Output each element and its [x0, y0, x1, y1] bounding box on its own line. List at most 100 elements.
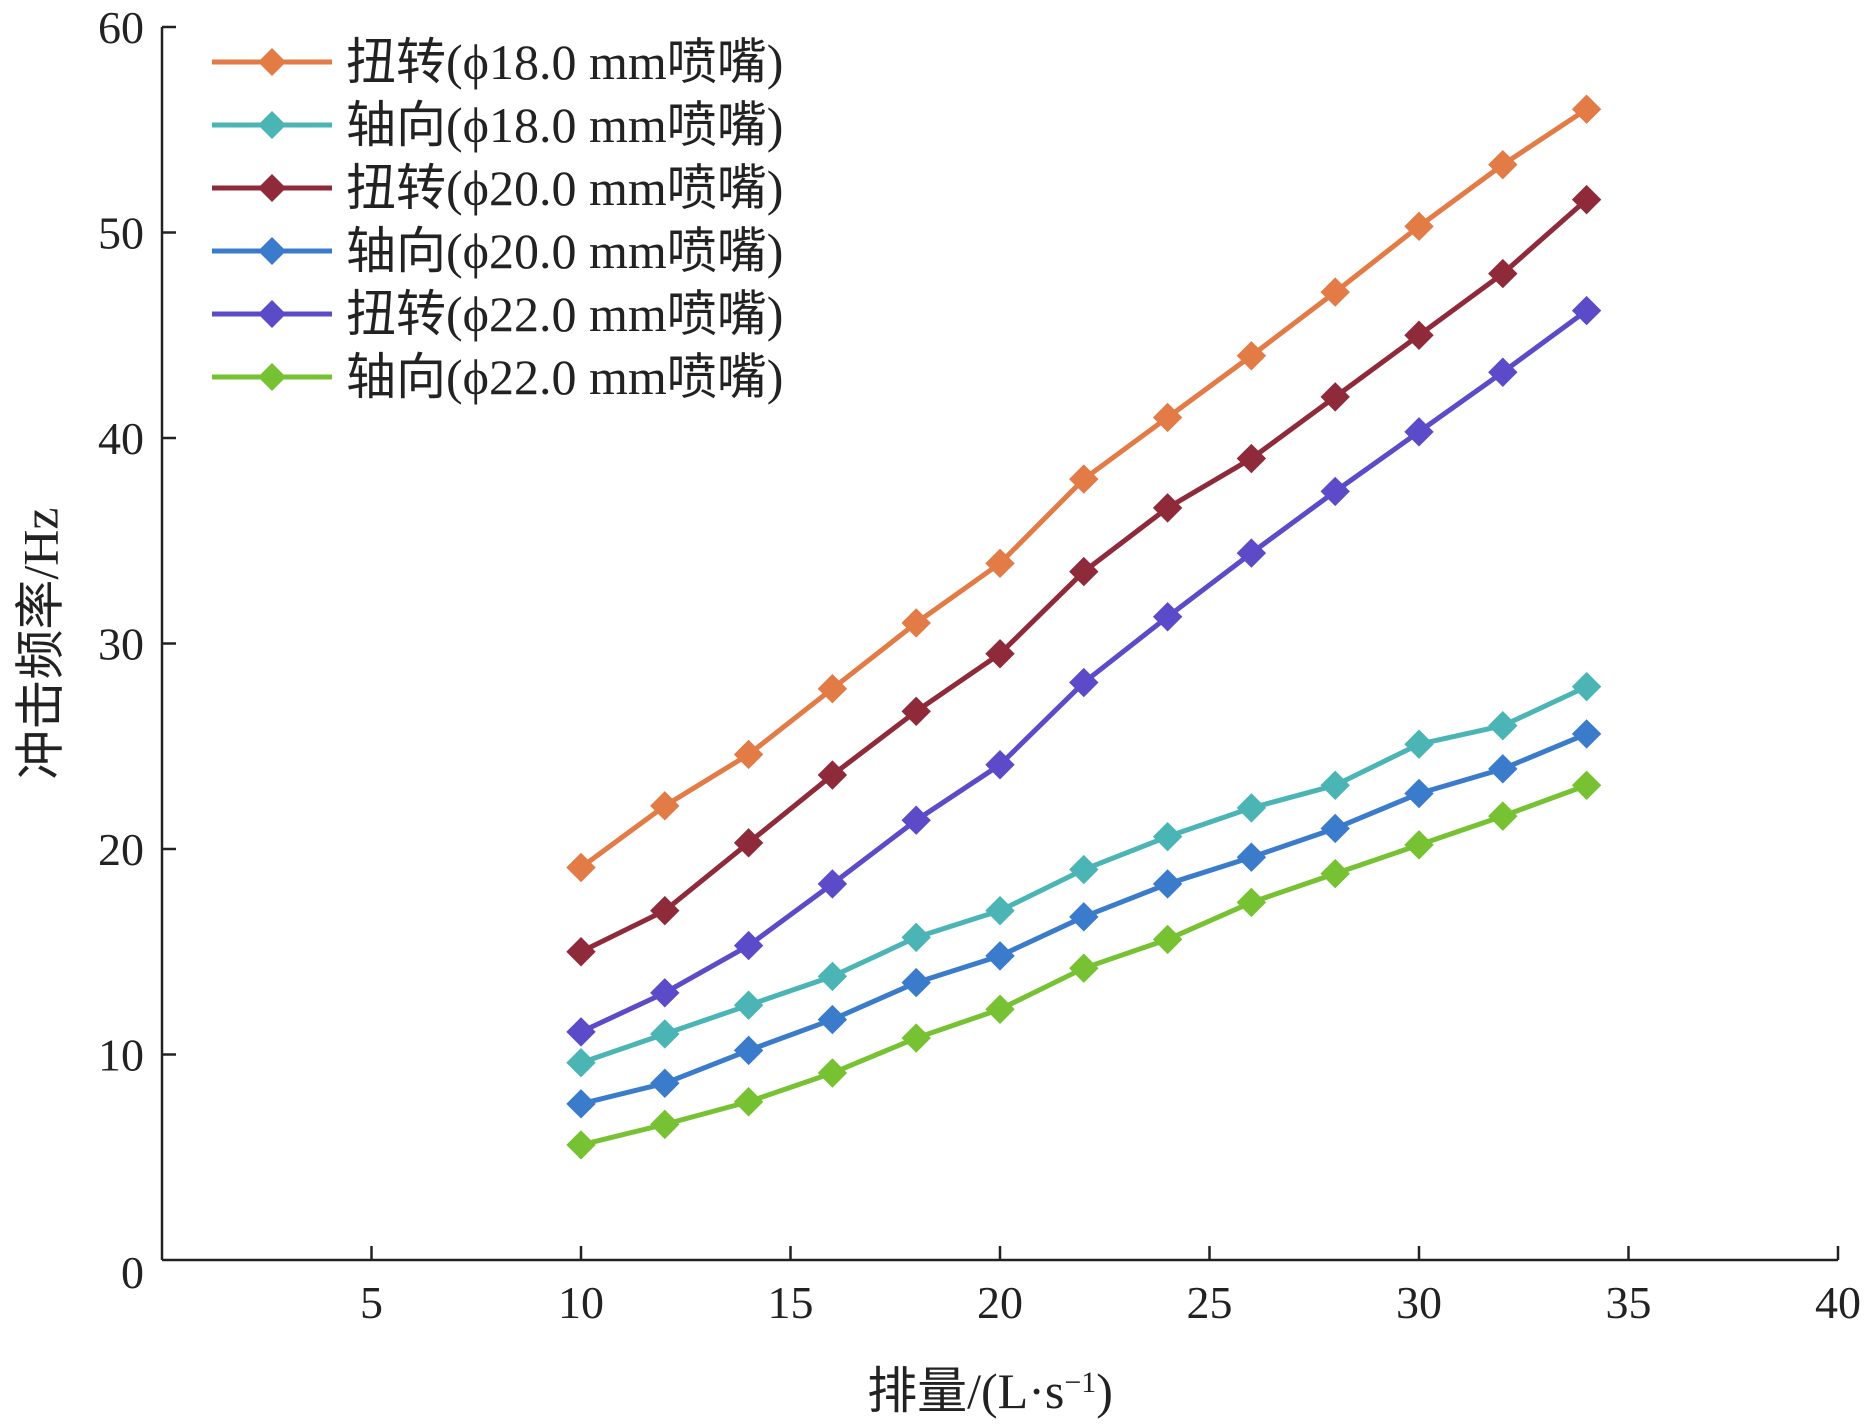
data-point [1571, 94, 1602, 124]
x-tick-label: 30 [1396, 1277, 1442, 1328]
series-5 [566, 295, 1602, 1047]
data-point [566, 1017, 596, 1047]
data-point [1571, 719, 1602, 749]
data-point [1488, 149, 1518, 180]
series-layer [566, 94, 1602, 1160]
data-point [1236, 341, 1267, 371]
data-point [566, 1130, 596, 1160]
x-axis-title-end: ) [1096, 1363, 1113, 1419]
data-point [1404, 320, 1434, 350]
data-point [901, 922, 931, 953]
data-point [817, 1058, 848, 1088]
data-point [901, 1023, 931, 1053]
series-6 [566, 770, 1602, 1160]
legend-label: 扭转(ϕ20.0 mm喷嘴) [346, 160, 783, 216]
x-tick-label: 40 [1815, 1277, 1861, 1328]
data-point [817, 1004, 848, 1035]
legend-marker [258, 237, 286, 265]
data-point [1488, 801, 1518, 831]
data-point [1069, 667, 1099, 698]
data-point [985, 941, 1015, 971]
data-point [1152, 821, 1183, 852]
data-point [650, 978, 680, 1008]
legend-marker [258, 48, 286, 76]
data-point [1236, 538, 1267, 568]
data-point [1404, 778, 1434, 809]
y-tick-label: 20 [98, 824, 144, 875]
series-4 [566, 719, 1602, 1119]
data-point [650, 895, 680, 926]
data-point [1236, 793, 1267, 823]
data-point [1069, 902, 1099, 932]
legend-label: 轴向(ϕ20.0 mm喷嘴) [346, 223, 783, 279]
series-1 [566, 94, 1602, 883]
x-tick-label: 15 [768, 1277, 814, 1328]
data-point [985, 895, 1015, 926]
legend-item: 轴向(ϕ18.0 mm喷嘴) [212, 97, 783, 153]
legend-item: 轴向(ϕ22.0 mm喷嘴) [212, 349, 783, 405]
x-tick-label: 35 [1606, 1277, 1652, 1328]
data-point [1152, 402, 1183, 433]
legend-marker [258, 300, 286, 328]
x-axis-title: 排量/(L·s−1) [867, 1363, 1113, 1419]
series-3 [566, 184, 1602, 967]
data-point [817, 760, 848, 790]
x-tick-label: 20 [977, 1277, 1023, 1328]
data-point [733, 930, 764, 961]
legend-item: 轴向(ϕ20.0 mm喷嘴) [212, 223, 783, 279]
data-point [1488, 710, 1518, 741]
data-point [1152, 602, 1183, 632]
data-point [1488, 258, 1518, 289]
data-point [566, 852, 596, 883]
legend-marker [258, 363, 286, 391]
y-tick-label: 60 [98, 2, 144, 53]
data-point [985, 750, 1015, 780]
legend-label: 轴向(ϕ22.0 mm喷嘴) [346, 349, 783, 405]
data-point [1571, 770, 1602, 801]
x-tick-label: 5 [360, 1277, 383, 1328]
data-point [733, 739, 764, 770]
y-tick-label: 10 [98, 1030, 144, 1081]
data-point [733, 1087, 764, 1117]
data-point [650, 1068, 680, 1098]
data-point [985, 994, 1015, 1024]
data-point [1069, 854, 1099, 885]
legend-marker [258, 174, 286, 202]
data-point [1571, 184, 1602, 215]
legend-label: 扭转(ϕ22.0 mm喷嘴) [346, 286, 783, 342]
data-point [985, 639, 1015, 669]
data-point [650, 1019, 680, 1049]
y-ticks: 0 10 20 30 40 50 60 [98, 2, 176, 1298]
series-2 [566, 671, 1602, 1078]
legend-label: 轴向(ϕ18.0 mm喷嘴) [346, 97, 783, 153]
data-point [1236, 887, 1267, 918]
data-point [1320, 770, 1350, 801]
data-point [1152, 869, 1183, 899]
data-point [566, 1089, 596, 1119]
data-point [1069, 556, 1099, 587]
data-point [733, 1035, 764, 1066]
data-point [1320, 382, 1350, 412]
data-point [985, 548, 1015, 579]
data-point [1152, 493, 1183, 523]
data-point [1236, 842, 1267, 872]
data-point [1152, 924, 1183, 955]
data-point [1320, 813, 1350, 844]
data-point [817, 674, 848, 704]
data-point [1320, 858, 1350, 889]
data-point [1571, 295, 1602, 326]
data-point [1320, 476, 1350, 507]
x-axis-title-main: 排量/(L·s [867, 1363, 1064, 1419]
x-tick-label: 10 [558, 1277, 604, 1328]
data-point [733, 990, 764, 1020]
legend-label: 扭转(ϕ18.0 mm喷嘴) [346, 34, 783, 90]
data-point [817, 961, 848, 992]
data-point [1404, 830, 1434, 860]
legend-item: 扭转(ϕ20.0 mm喷嘴) [212, 160, 783, 216]
y-tick-label: 40 [98, 413, 144, 464]
data-point [650, 791, 680, 821]
y-tick-label: 50 [98, 208, 144, 259]
data-point [1236, 443, 1267, 474]
data-point [901, 967, 931, 998]
